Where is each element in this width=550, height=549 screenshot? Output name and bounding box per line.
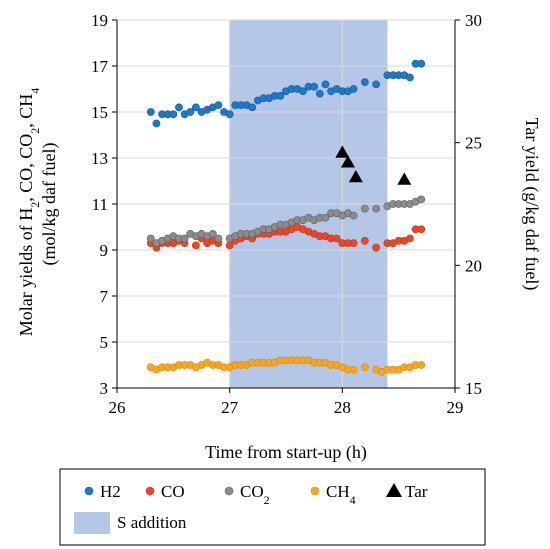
- x-tick-label: 26: [109, 398, 126, 417]
- co2-point: [180, 234, 189, 243]
- h2-point: [372, 80, 381, 89]
- h2-point: [214, 101, 223, 109]
- ch4-point: [417, 361, 426, 369]
- tar-point: [335, 145, 350, 158]
- h2-point: [417, 59, 426, 68]
- y-axis-left-title-line2: (mol/kg daf fuel): [39, 143, 60, 266]
- h2-point: [169, 110, 178, 119]
- legend-box: [59, 468, 486, 546]
- h2-point: [191, 103, 200, 112]
- legend-swatch-s-addition: [74, 512, 110, 534]
- h2-point: [298, 87, 307, 96]
- y-right-tick-label: 25: [465, 134, 482, 153]
- legend-marker-h2: [84, 486, 94, 496]
- y-left-tick-label: 13: [91, 149, 108, 168]
- co-point: [417, 225, 426, 234]
- co-point: [191, 241, 200, 250]
- y-left-tick-label: 3: [100, 379, 109, 398]
- legend-label-co: CO: [161, 482, 185, 501]
- axis-labels: Time from start-up (h) Molar yields of H2…: [16, 88, 542, 463]
- x-axis-title: Time from start-up (h): [205, 442, 367, 463]
- legend-marker-ch4: [310, 486, 320, 496]
- co2-point: [349, 211, 358, 220]
- y-left-tick-label: 5: [100, 333, 109, 352]
- co-point: [406, 234, 414, 243]
- tar-point: [397, 172, 412, 185]
- ch4-point: [349, 365, 358, 374]
- h2-point: [248, 103, 257, 112]
- y-right-tick-label: 30: [465, 11, 482, 30]
- h2-point: [321, 80, 330, 89]
- h2-point: [360, 78, 369, 86]
- h2-point: [315, 89, 324, 98]
- co2-point: [417, 195, 426, 204]
- h2-point: [276, 92, 285, 100]
- x-tick-label: 27: [221, 398, 239, 417]
- legend-label-tar: Tar: [405, 482, 428, 501]
- series-markers: [146, 59, 426, 376]
- y-left-tick-label: 7: [100, 287, 109, 306]
- co2-point: [321, 213, 330, 222]
- co-point: [360, 236, 369, 245]
- legend: H2 CO CO2 CH4 Tar S addition: [59, 468, 486, 546]
- gridlines: [117, 19, 455, 388]
- y-left-tick-label: 17: [91, 57, 109, 76]
- legend-marker-co2: [224, 486, 234, 496]
- co2-point: [146, 234, 155, 243]
- h2-point: [175, 103, 183, 112]
- ch4-point: [360, 363, 369, 372]
- y-left-tick-label: 15: [91, 103, 108, 122]
- legend-marker-tar: [386, 483, 402, 497]
- co-point: [332, 234, 341, 243]
- y-left-tick-label: 19: [91, 11, 108, 30]
- tar-point: [340, 155, 355, 168]
- co-point: [349, 239, 358, 247]
- legend-label-co2: CO2: [240, 482, 270, 507]
- y-right-tick-label: 20: [465, 256, 482, 275]
- tar-point: [348, 170, 363, 183]
- h2-point: [310, 82, 319, 91]
- h2-point: [152, 119, 161, 128]
- co2-point: [360, 204, 369, 213]
- axes: 3 5 7 9 11 13 15 17 19 15 20 25 30 26 27 28 29: [91, 11, 482, 417]
- co-point: [372, 243, 381, 252]
- y-axis-left-title: Molar yields of H2, CO, CO2, CH4: [16, 88, 42, 337]
- x-tick-label: 29: [447, 398, 464, 417]
- y-left-tick-label: 11: [92, 195, 108, 214]
- h2-point: [349, 85, 358, 93]
- h2-point: [406, 73, 414, 82]
- legend-label-s-addition: S addition: [117, 513, 187, 532]
- h2-point: [146, 108, 155, 116]
- co2-point: [372, 204, 381, 213]
- legend-label-h2: H2: [100, 482, 121, 501]
- y-axis-right-title: Tar yield (g/kg daf fuel): [521, 118, 542, 291]
- co2-point: [208, 229, 217, 238]
- co2-point: [214, 234, 223, 243]
- h2-point: [225, 110, 234, 119]
- legend-marker-co: [145, 486, 155, 496]
- y-right-tick-label: 15: [465, 379, 482, 398]
- legend-label-ch4: CH4: [326, 482, 356, 507]
- x-tick-label: 28: [334, 398, 351, 417]
- h2-point: [186, 108, 195, 116]
- y-left-tick-label: 9: [100, 241, 109, 260]
